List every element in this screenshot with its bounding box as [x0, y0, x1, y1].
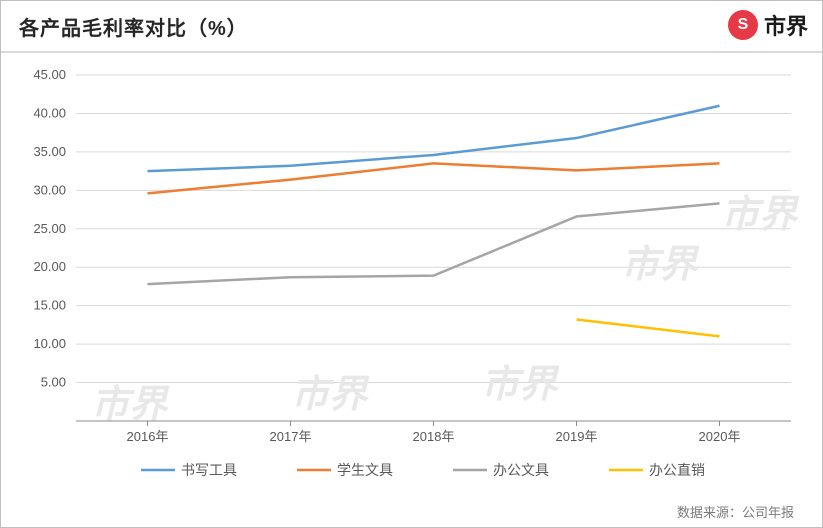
y-axis-label: 25.00	[33, 221, 66, 236]
x-axis-label: 2020年	[699, 429, 741, 444]
chart-area: 市界市界市界市界市界 5.0010.0015.0020.0025.0030.00…	[1, 53, 822, 499]
y-axis-label: 10.00	[33, 336, 66, 351]
y-axis-label: 15.00	[33, 298, 66, 313]
y-axis-label: 20.00	[33, 259, 66, 274]
series-line	[148, 106, 720, 171]
legend-label: 办公文具	[493, 462, 549, 478]
x-axis-label: 2019年	[556, 429, 598, 444]
y-axis-label: 40.00	[33, 105, 66, 120]
brand-logo-text: 市界	[764, 9, 808, 41]
y-axis-label: 30.00	[33, 182, 66, 197]
brand-logo-icon: S	[728, 10, 758, 40]
series-line	[577, 320, 720, 337]
legend-label: 书写工具	[181, 462, 237, 478]
line-chart: 5.00 10.00 15.00 20.00 25.00 30.00 35.00 40.00 4…	[1, 53, 823, 501]
legend-label: 学生文具	[337, 462, 393, 478]
brand-logo: S 市界	[728, 9, 808, 41]
legend-label: 办公直销	[649, 462, 705, 478]
header-bar: 各产品毛利率对比（%） S 市界	[1, 1, 822, 53]
series-line	[148, 203, 720, 284]
y-axis-label: 5.00	[41, 375, 66, 390]
chart-title: 各产品毛利率对比（%）	[19, 12, 248, 41]
chart-card: 各产品毛利率对比（%） S 市界 市界市界市界市界市界 5.0010.0015.…	[0, 0, 823, 528]
y-axis-label: 35.00	[33, 144, 66, 159]
x-axis-label: 2016年	[127, 429, 169, 444]
data-source-note: 数据来源：公司年报	[677, 502, 794, 521]
x-axis-label: 2018年	[413, 429, 455, 444]
y-axis-label: 45.00	[33, 67, 66, 82]
x-axis-label: 2017年	[270, 429, 312, 444]
